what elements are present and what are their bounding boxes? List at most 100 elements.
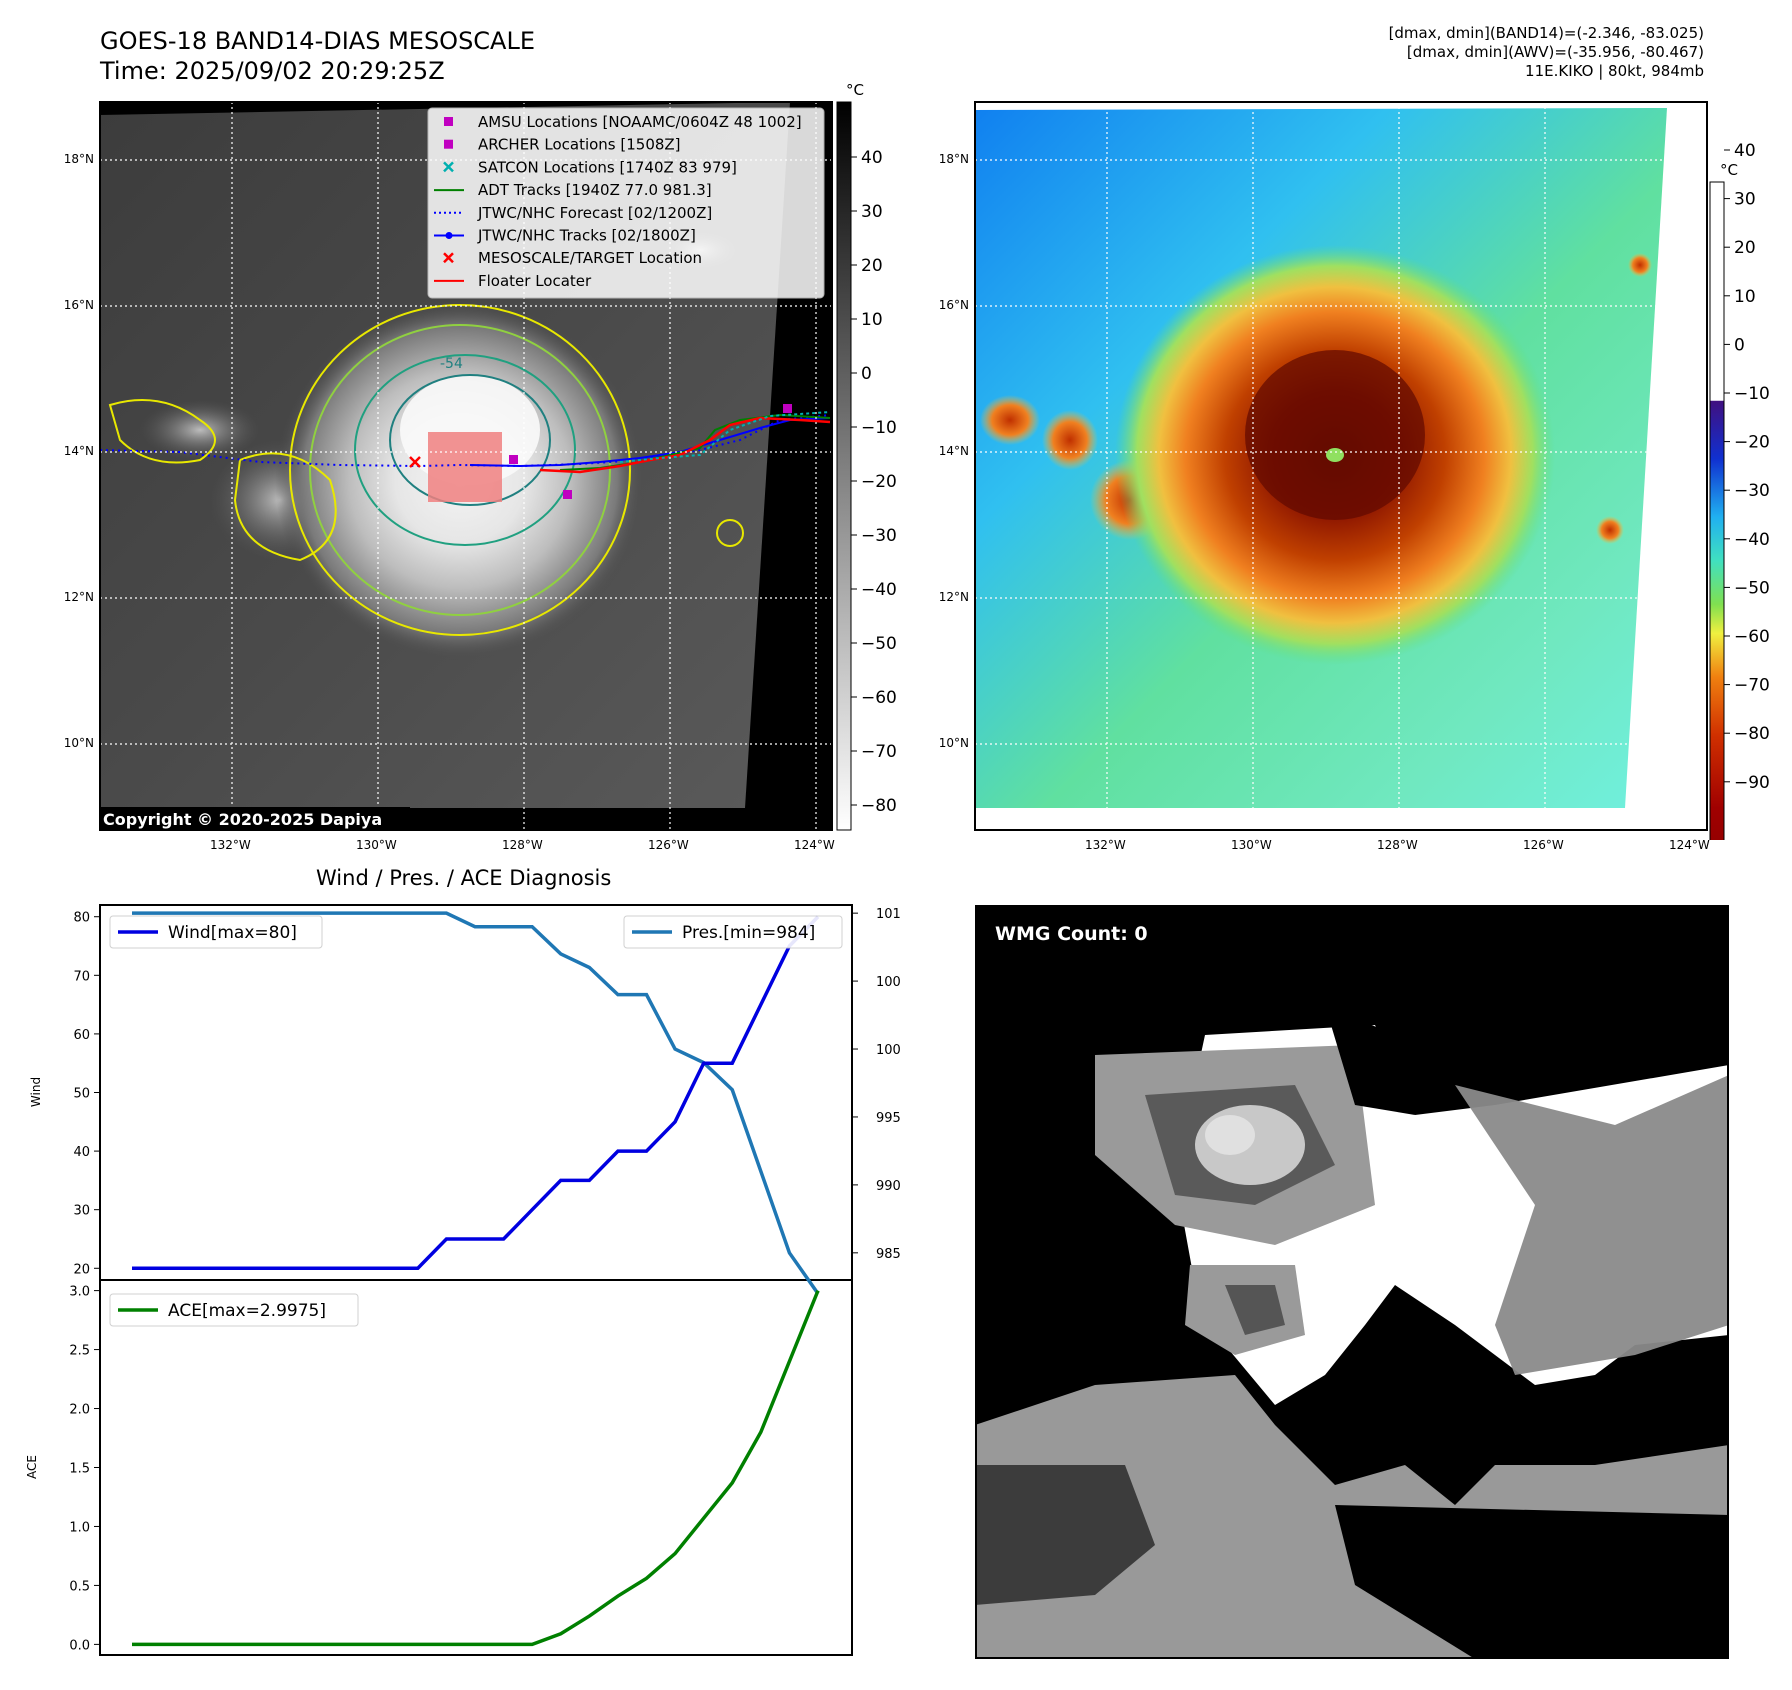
colorbar-tick-label: 20 — [1734, 238, 1756, 258]
best-track — [469, 417, 831, 468]
lon-tick-label: 130°W — [1231, 838, 1272, 852]
colorbar-tick-label: −10 — [861, 418, 897, 438]
legend-marker-square — [444, 139, 453, 149]
lat-tick-label: 18°N — [63, 152, 94, 166]
ir-panel: -54 Copyright © 2020-2025 Dapiya AMSU Lo… — [99, 101, 833, 831]
colorbar-tick-label: −50 — [1734, 578, 1770, 598]
awv-colorbar-unit: °C — [1720, 161, 1738, 179]
ace-ytick-label: 0.0 — [69, 1638, 90, 1653]
lon-tick-label: 128°W — [1377, 838, 1418, 852]
colorbar-tick-label: −90 — [1734, 773, 1770, 793]
lat-tick-label: 16°N — [938, 298, 969, 312]
ir-contour-label: -54 — [440, 356, 463, 372]
ace-ytick-label: 1.5 — [69, 1462, 90, 1477]
floater-track — [539, 416, 831, 474]
lon-tick-label: 126°W — [1523, 838, 1564, 852]
lat-tick-label: 16°N — [63, 298, 94, 312]
lat-tick-label: 18°N — [938, 152, 969, 166]
colorbar-tick-label: −30 — [1734, 481, 1770, 501]
wind-ytick-label: 70 — [73, 969, 90, 984]
ir-colorbar-unit: °C — [846, 81, 864, 99]
ace-ytick-label: 2.0 — [69, 1403, 90, 1418]
ace-line — [132, 1289, 820, 1647]
figure-title: GOES-18 BAND14-DIAS MESOSCALE — [100, 27, 536, 55]
pressure-ytick-label: 995 — [876, 1111, 900, 1126]
legend-label: Floater Locater — [478, 272, 592, 290]
lat-tick-label: 10°N — [63, 736, 94, 750]
legend-marker-x — [443, 252, 454, 264]
lon-tick-label: 130°W — [356, 838, 397, 852]
floater-box — [428, 432, 502, 502]
legend-item: JTWC/NHC Tracks [02/1800Z] — [434, 227, 696, 245]
lat-tick-label: 12°N — [63, 590, 94, 604]
pressure-ytick-label: 1005 — [876, 975, 900, 990]
info-band14-range: [dmax, dmin](BAND14)=(-2.346, -83.025) — [1388, 24, 1704, 42]
colorbar-tick-label: −70 — [861, 742, 897, 762]
info-awv-range: [dmax, dmin](AWV)=(-35.956, -80.467) — [1406, 43, 1704, 61]
colorbar-tick-label: 20 — [861, 256, 883, 276]
colorbar-tick-label: −40 — [861, 580, 897, 600]
ir-colorbar: °C 40 30 20 10 0 −10 −20 −30 −40 −50 −60 −70 −80 — [836, 81, 897, 831]
colorbar-tick-label: −70 — [1734, 676, 1770, 696]
legend-marker-dot — [445, 232, 453, 239]
legend-item: ARCHER Locations [1508Z] — [444, 136, 681, 154]
colorbar-tick-label: 40 — [861, 148, 883, 168]
pressure-ytick-label: 1000 — [876, 1043, 900, 1058]
target-marker — [409, 456, 421, 468]
legend-label: ARCHER Locations [1508Z] — [478, 136, 681, 154]
lat-tick-label: 10°N — [938, 736, 969, 750]
ace-ytick-label: 2.5 — [69, 1344, 90, 1359]
wmg-panel: WMG Count: 0 — [975, 905, 1729, 1659]
ace-axis-label: ACE — [25, 1455, 39, 1479]
lon-tick-label: 128°W — [502, 838, 543, 852]
figure-time: Time: 2025/09/02 20:29:25Z — [100, 57, 445, 85]
colorbar-tick-label: 30 — [1734, 190, 1756, 210]
colorbar-tick-label: 0 — [861, 364, 872, 384]
colorbar-tick-label: 0 — [1734, 335, 1745, 355]
wind-ytick-label: 80 — [73, 911, 90, 926]
lat-tick-label: 14°N — [938, 444, 969, 458]
legend-item: JTWC/NHC Forecast [02/1200Z] — [434, 204, 712, 222]
colorbar-tick-label: −50 — [861, 634, 897, 654]
info-storm: 11E.KIKO | 80kt, 984mb — [1525, 62, 1704, 80]
lat-tick-label: 12°N — [938, 590, 969, 604]
lon-tick-label: 124°W — [1669, 838, 1710, 852]
legend-label: JTWC/NHC Tracks [02/1800Z] — [477, 227, 696, 245]
archer-marker — [509, 455, 518, 464]
legend-marker-x — [443, 161, 454, 173]
colorbar-tick-label: −40 — [1734, 530, 1770, 550]
legend-label: AMSU Locations [NOAAMC/0604Z 48 1002] — [478, 113, 802, 131]
copyright-text: Copyright © 2020-2025 Dapiya — [103, 810, 382, 829]
colorbar-tick-label: −20 — [861, 472, 897, 492]
ace-ytick-label: 3.0 — [69, 1285, 90, 1300]
pressure-ytick-label: 985 — [876, 1247, 900, 1262]
legend-item: MESOSCALE/TARGET Location — [443, 249, 702, 267]
ace-ytick-label: 1.0 — [69, 1520, 90, 1535]
awv-gridlines — [975, 102, 1707, 830]
awv-colorbar: °C 40 30 20 10 0 −10 −20 −30 −40 −50 −60 −70 −80 −90 — [1709, 141, 1770, 840]
pressure-legend: Pres.[min=984] — [623, 915, 843, 949]
colorbar-tick-label: −60 — [1734, 627, 1770, 647]
ir-legend: AMSU Locations [NOAAMC/0604Z 48 1002] ARC… — [427, 107, 825, 299]
wind-line — [132, 915, 820, 1271]
legend-label: Wind[max=80] — [168, 923, 297, 943]
wmg-count-label: WMG Count: 0 — [995, 923, 1148, 945]
lon-tick-label: 124°W — [794, 838, 835, 852]
wind-plot-frame — [99, 904, 853, 1281]
wind-ytick-label: 50 — [73, 1087, 90, 1102]
pressure-line — [132, 911, 820, 1295]
colorbar-tick-label: −80 — [861, 796, 897, 816]
colorbar-tick-label: 40 — [1734, 141, 1756, 161]
legend-label: SATCON Locations [1740Z 83 979] — [478, 158, 737, 176]
lon-tick-label: 132°W — [210, 838, 251, 852]
lat-tick-label: 14°N — [63, 444, 94, 458]
colorbar-tick-label: 10 — [861, 310, 883, 330]
legend-label: ACE[max=2.9975] — [168, 1301, 326, 1321]
wind-legend: Wind[max=80] — [109, 915, 323, 949]
legend-label: MESOSCALE/TARGET Location — [478, 249, 702, 267]
wind-ytick-label: 60 — [73, 1028, 90, 1043]
colorbar-tick-label: −10 — [1734, 384, 1770, 404]
ace-legend: ACE[max=2.9975] — [109, 1293, 359, 1327]
